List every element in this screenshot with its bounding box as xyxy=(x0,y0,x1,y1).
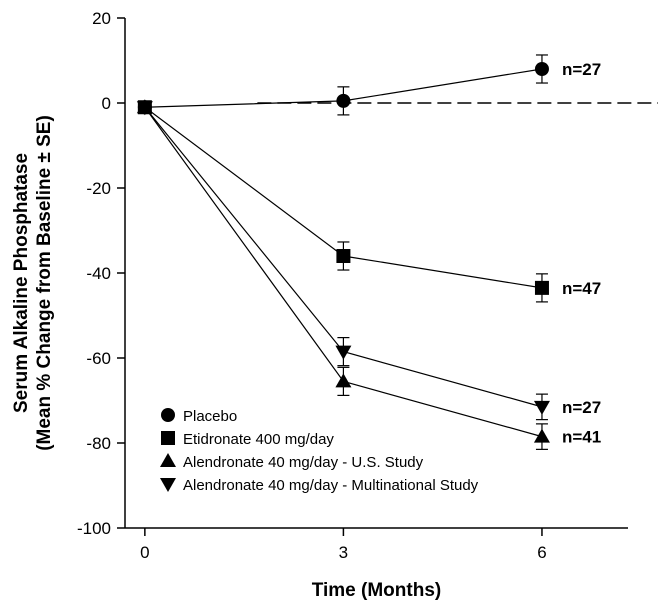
data-point xyxy=(336,249,351,263)
y-tick-label: 0 xyxy=(102,94,111,113)
series-end-label: n=47 xyxy=(562,279,601,298)
data-point xyxy=(534,280,549,295)
legend-marker xyxy=(160,453,176,467)
data-point xyxy=(533,428,550,443)
legend-label: Alendronate 40 mg/day - Multinational St… xyxy=(183,477,479,494)
x-axis-title: Time (Months) xyxy=(312,580,441,601)
y-axis-ticks: 20 0 -20 -40 -60 -80 -100 xyxy=(77,9,125,538)
x-tick-label: 6 xyxy=(537,543,546,562)
legend-marker xyxy=(161,431,175,445)
legend-marker xyxy=(161,408,175,422)
y-tick-label: -40 xyxy=(86,264,111,283)
y-axis-title-line: (Mean % Change from Baseline ± SE) xyxy=(34,115,55,451)
data-point xyxy=(336,93,351,108)
data-markers xyxy=(136,62,550,443)
legend-label: Alendronate 40 mg/day - U.S. Study xyxy=(183,454,424,471)
x-tick-label: 0 xyxy=(140,543,149,562)
x-axis-ticks: 0 3 6 xyxy=(140,528,547,562)
series-end-labels: n=27 n=47 n=41 n=27 xyxy=(562,60,601,447)
legend-label: Etidronate 400 mg/day xyxy=(183,431,334,448)
series-end-label: n=27 xyxy=(562,60,601,79)
data-point xyxy=(335,345,352,360)
data-point xyxy=(534,62,549,76)
data-point xyxy=(533,400,550,415)
y-tick-label: -60 xyxy=(86,349,111,368)
data-point xyxy=(335,373,352,388)
y-tick-label: 20 xyxy=(92,9,111,28)
y-tick-label: -20 xyxy=(86,179,111,198)
data-point xyxy=(136,101,153,116)
x-tick-label: 3 xyxy=(339,543,348,562)
y-axis-title: Serum Alkaline Phosphatase (Mean % Change… xyxy=(11,115,55,451)
y-tick-label: -100 xyxy=(77,519,111,538)
series-end-label: n=41 xyxy=(562,428,601,447)
error-bars xyxy=(337,54,548,450)
legend-marker xyxy=(160,478,176,492)
legend-label: Placebo xyxy=(183,408,237,425)
legend: Placebo Etidronate 400 mg/day Alendronate … xyxy=(160,408,479,494)
y-tick-label: -80 xyxy=(86,434,111,453)
series-end-label: n=27 xyxy=(562,398,601,417)
axes xyxy=(124,18,628,529)
y-axis-title-line: Serum Alkaline Phosphatase xyxy=(11,153,32,413)
